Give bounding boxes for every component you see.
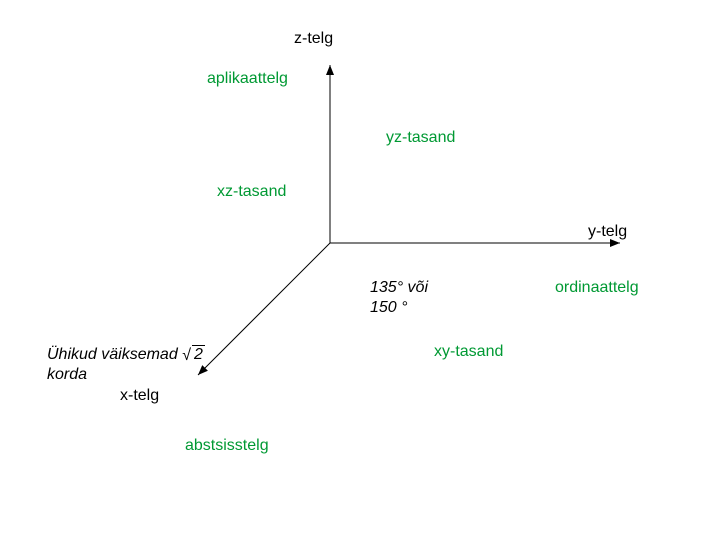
- xy-plane-label: xy-tasand: [434, 342, 503, 361]
- units-line2-label: korda: [47, 365, 87, 384]
- abstsiss-label: abstsisstelg: [185, 436, 269, 455]
- angle-line1-label: 135° või: [370, 278, 428, 297]
- axes-svg: [0, 0, 720, 540]
- y-axis-label: y-telg: [588, 222, 627, 241]
- coordinate-system-diagram: z-telg aplikaattelg yz-tasand xz-tasand …: [0, 0, 720, 540]
- x-axis-label: x-telg: [120, 386, 159, 405]
- aplikaat-label: aplikaattelg: [207, 69, 288, 88]
- angle-line2-label: 150 °: [370, 298, 408, 317]
- z-axis-label: z-telg: [294, 29, 333, 48]
- units-line1-label: Ühikud väiksemad √2: [47, 345, 205, 364]
- xz-plane-label: xz-tasand: [217, 182, 286, 201]
- yz-plane-label: yz-tasand: [386, 128, 455, 147]
- sqrt-icon: √2: [182, 345, 205, 364]
- ordinaat-label: ordinaattelg: [555, 278, 639, 297]
